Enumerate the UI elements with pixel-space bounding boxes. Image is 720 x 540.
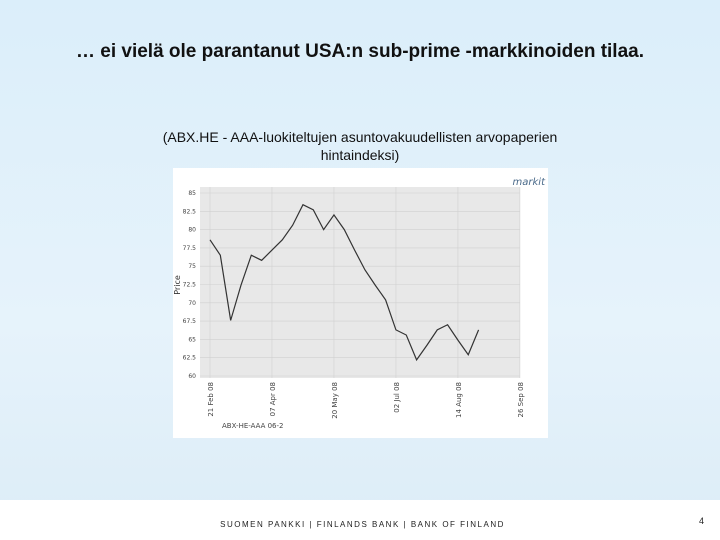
y-tick-label: 65 (188, 336, 196, 343)
y-tick-label: 82.5 (183, 208, 197, 215)
y-tick-label: 80 (188, 227, 196, 234)
x-tick-label: 20 May 08 (331, 382, 339, 419)
x-tick-label: 26 Sep 08 (517, 382, 525, 417)
footer-text: SUOMEN PANKKI | FINLANDS BANK | BANK OF … (220, 520, 505, 529)
plot-area (200, 187, 520, 378)
y-tick-label: 85 (188, 190, 196, 197)
legend-entry: ABX-HE-AAA 06-2 (222, 422, 284, 430)
y-tick-label: 62.5 (183, 355, 197, 362)
footer: SUOMEN PANKKI | FINLANDS BANK | BANK OF … (0, 500, 720, 540)
slide-title: … ei vielä ole parantanut USA:n sub-prim… (75, 41, 644, 62)
y-tick-label: 75 (188, 263, 196, 270)
logo: markit (513, 177, 547, 188)
x-tick-label: 07 Apr 08 (269, 382, 277, 416)
y-tick-label: 77.5 (183, 245, 197, 252)
y-tick-label: 67.5 (183, 318, 197, 325)
y-tick-label: 70 (188, 300, 196, 307)
x-tick-label: 21 Feb 08 (207, 382, 215, 417)
page-number: 4 (698, 516, 704, 526)
y-tick-label: 60 (188, 373, 196, 380)
x-tick-label: 02 Jul 08 (393, 382, 401, 413)
y-tick-label: 72.5 (183, 282, 197, 289)
slide-subtitle: (ABX.HE - AAA-luokiteltujen asuntovakuud… (162, 129, 558, 163)
x-tick-label: 14 Aug 08 (455, 382, 463, 418)
y-axis-label: Price (173, 275, 182, 295)
line-series (209, 203, 480, 362)
